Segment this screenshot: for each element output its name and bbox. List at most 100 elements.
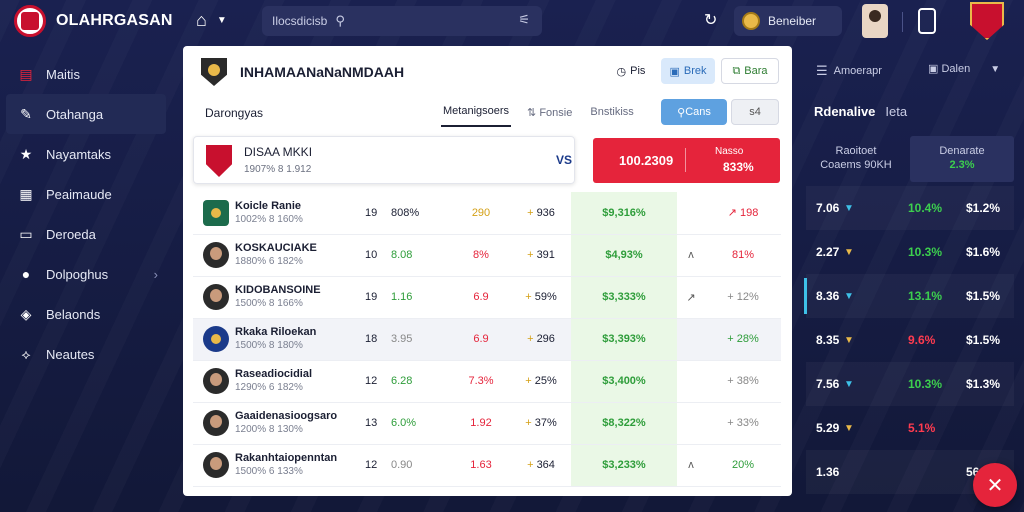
user-avatar[interactable] [862,4,888,38]
value-cell[interactable]: $3,393% [571,318,677,360]
player-photo [203,452,229,478]
home-button[interactable]: ⌂ ▼ [196,10,227,31]
player-name: Gaaidenasioogsaro [235,410,338,422]
value-cell[interactable]: $9,316% [571,192,677,234]
divider [902,12,903,32]
team-crest-icon [203,199,229,226]
pis-button[interactable]: ◷ Pis [616,65,646,78]
table-row[interactable]: Koicle Ranie 1002% 8 160% 19 808% 290 + 9… [193,192,781,234]
player-name: KIDOBANSOINE [235,284,321,296]
menu-icon[interactable]: ☰ [816,63,828,78]
cell: 13 [365,417,378,429]
sidebar-item-label: Nayamtaks [46,146,112,162]
close-button[interactable]: ✕ [973,463,1017,507]
value-cell[interactable]: $8,322% [571,402,677,444]
list-item[interactable]: 2.27 ▼ 10.3% $1.6% [816,245,1001,259]
cans-button[interactable]: ⚲ Cans [661,99,727,125]
user-icon: ● [21,266,31,282]
panel-select[interactable]: ▣ Dalen ▼ [928,63,1001,75]
player-meta: 1290% 6 182% [235,382,303,393]
chevron-down-icon: ▼ [216,15,227,26]
bara-button[interactable]: ⧉ Bara [721,58,779,84]
cell: 1.16 [391,291,413,303]
sidebar-item-1[interactable]: ✎ Otahanga [6,94,166,134]
value-cell[interactable]: $4,93% [571,234,677,276]
header-right[interactable]: Denarate 2.3% [910,136,1014,182]
account-button[interactable]: Beneiber [734,6,842,36]
tab-bar: Metanigsoers ⇅ Fonsie Bnstikiss [441,96,636,128]
value-cell[interactable]: $3,400% [571,360,677,402]
sidebar-item-label: Maitis [46,66,80,82]
sidebar-item-3[interactable]: ▦ Peaimaude [0,174,172,214]
s4-button[interactable]: s4 [731,99,779,125]
cell: 12 [365,375,378,387]
player-photo [203,284,229,310]
cell: + 33% [727,417,759,429]
filter-icon[interactable]: ⚟ [518,12,530,27]
list-item[interactable]: 7.06 ▼ 10.4% $1.2% [806,186,1014,230]
trend-icon: ʌ [688,459,694,471]
trend-icon [677,360,705,402]
sidebar-item-label: Neautes [46,346,95,362]
club-crest-icon[interactable] [970,2,1004,40]
brand-name: OLAHRGASAN [56,12,173,29]
brek-button[interactable]: ▣ Brek [661,58,715,84]
search-input[interactable]: Ilocsdicisb [272,14,328,28]
coin-icon [742,12,760,30]
list-item[interactable]: 8.36 ▼ 13.1% $1.5% [804,274,1014,318]
table-row[interactable]: KIDOBANSOINE 1500% 8 166% 19 1.16 6.9 + 5… [193,276,781,318]
sidebar-item-0[interactable]: ▤ Maitis [0,54,172,94]
sort-icon: ⇅ [527,106,540,119]
cell: 1.63 [470,459,492,471]
player-photo [203,242,229,268]
match-summary[interactable]: DISAA MKKI 1907% 8 1.912 VS [193,136,575,184]
table-row[interactable]: Rakanhtaiopenntan 1500% 6 133% 12 0.90 1.… [193,444,781,486]
table-row[interactable]: Gaaidenasioogsaro 1200% 8 130% 13 6.0% 1.… [193,402,781,444]
sidebar-item-7[interactable]: ⟡ Neautes [0,334,172,374]
table-row[interactable]: Rkaka Riloekan 1500% 8 180% 18 3.95 6.9 +… [193,318,781,360]
player-name: Rakanhtaiopenntan [235,452,338,464]
monitor-icon: ▭ [19,225,33,242]
tab-0[interactable]: Metanigsoers [441,97,512,127]
cell: + 936 [527,206,555,219]
close-icon: ✕ [986,474,1004,497]
list-item[interactable]: 5.29 ▼ 5.1% [816,421,936,435]
chart-icon: ▤ [19,65,33,82]
table-row[interactable]: KOSKAUCIAKE 1880% 6 182% 10 8.08 8% + 391… [193,234,781,276]
cell: 81% [731,249,755,261]
cell: 7.3% [468,375,494,387]
vs-label: VS [556,153,573,167]
cell: + 296 [527,333,555,345]
tab-1[interactable]: ⇅ Fonsie [527,106,573,119]
search-icon[interactable]: ⚲ [335,13,345,28]
phone-icon[interactable] [918,8,936,34]
cell: + 12% [727,291,759,303]
cell: 6.28 [391,375,413,387]
sidebar-item-5[interactable]: ● Dolpoghus › [0,254,172,294]
player-photo [203,368,229,394]
home-icon: ⌂ [196,10,207,30]
sidebar-item-4[interactable]: ▭ Deroeda [0,214,172,254]
odds-highlight[interactable]: 100.2309 Nasso 833% [593,138,780,183]
triangle-down-icon: ▼ [844,378,854,390]
right-panel-toolbar: ☰ Amoerapr ▣ Dalen ▼ [806,56,1014,86]
triangle-down-icon: ▼ [844,202,854,214]
table-row[interactable]: Raseadiocidial 1290% 6 182% 12 6.28 7.3% … [193,360,781,402]
list-item[interactable]: 8.35 ▼ 9.6% $1.5% [816,333,1001,347]
value-cell[interactable]: $3,333% [571,276,677,318]
value-cell[interactable]: $3,233% [571,444,677,486]
list-item[interactable]: 7.56 ▼ 10.3% $1.3% [806,362,1014,406]
brand-logo[interactable] [14,5,46,37]
odds-percent: 833% [723,160,754,174]
odds-label: Nasso [715,146,744,157]
refresh-icon[interactable]: ↻ [704,12,718,29]
sidebar-item-2[interactable]: ★ Nayamtaks [0,134,172,174]
player-meta: 1200% 8 130% [235,424,303,435]
sidebar-item-6[interactable]: ◈ Belaonds [0,294,172,334]
team-crest-icon [201,58,227,86]
player-meta: 1500% 8 180% [235,340,303,351]
calendar-icon: ▣ [928,63,942,75]
right-panel-title: Rdenalive Ieta [814,104,908,119]
tab-2[interactable]: Bnstikiss [590,106,634,118]
search-bar[interactable]: Ilocsdicisb ⚲ ⚟ [262,6,542,36]
